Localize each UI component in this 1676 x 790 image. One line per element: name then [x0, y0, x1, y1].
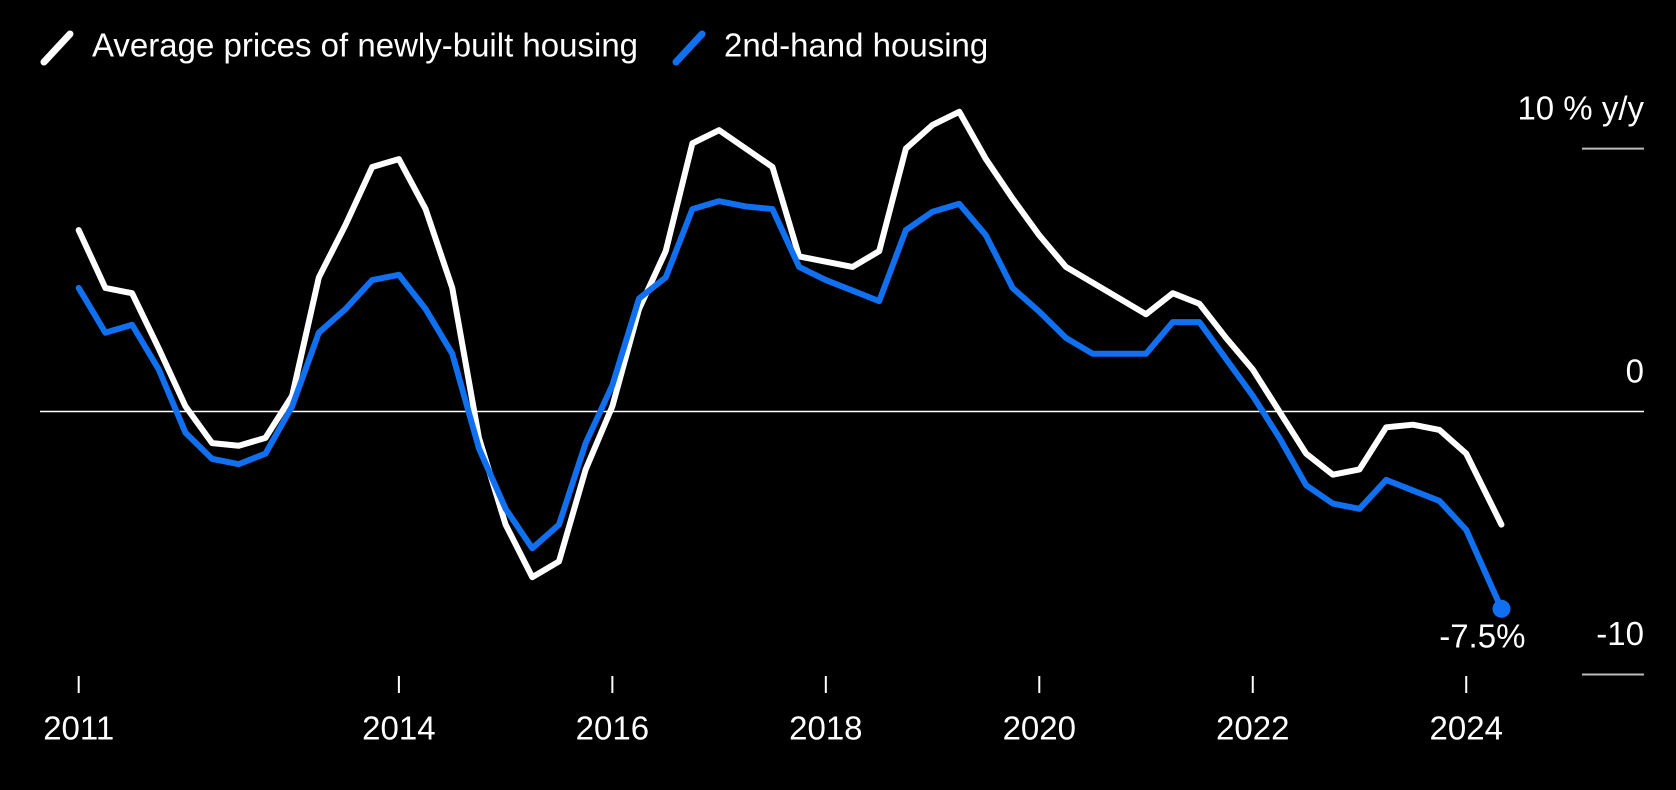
x-tick-label: 2024	[1430, 710, 1503, 747]
end-dot	[1492, 599, 1511, 618]
end-label: -7.5%	[1439, 617, 1525, 654]
line	[75, 108, 1505, 581]
x-tick-label: 2016	[576, 710, 649, 747]
line	[75, 198, 1505, 612]
x-tick-label: 2022	[1216, 710, 1289, 747]
legend-swatch	[672, 30, 706, 66]
y-tick-label: -10	[1596, 615, 1644, 652]
x-tick-label: 2020	[1003, 710, 1076, 747]
legend-label: Average prices of newly-built housing	[92, 27, 638, 64]
y-tick-label: 10 % y/y	[1517, 89, 1644, 126]
x-tick-label: 2014	[362, 710, 435, 747]
legend-label: 2nd-hand housing	[724, 27, 988, 64]
x-tick-label: 2018	[789, 710, 862, 747]
y-tick-label: 0	[1626, 352, 1644, 389]
x-tick-label: 2011	[43, 710, 114, 747]
legend-swatch	[40, 30, 74, 66]
